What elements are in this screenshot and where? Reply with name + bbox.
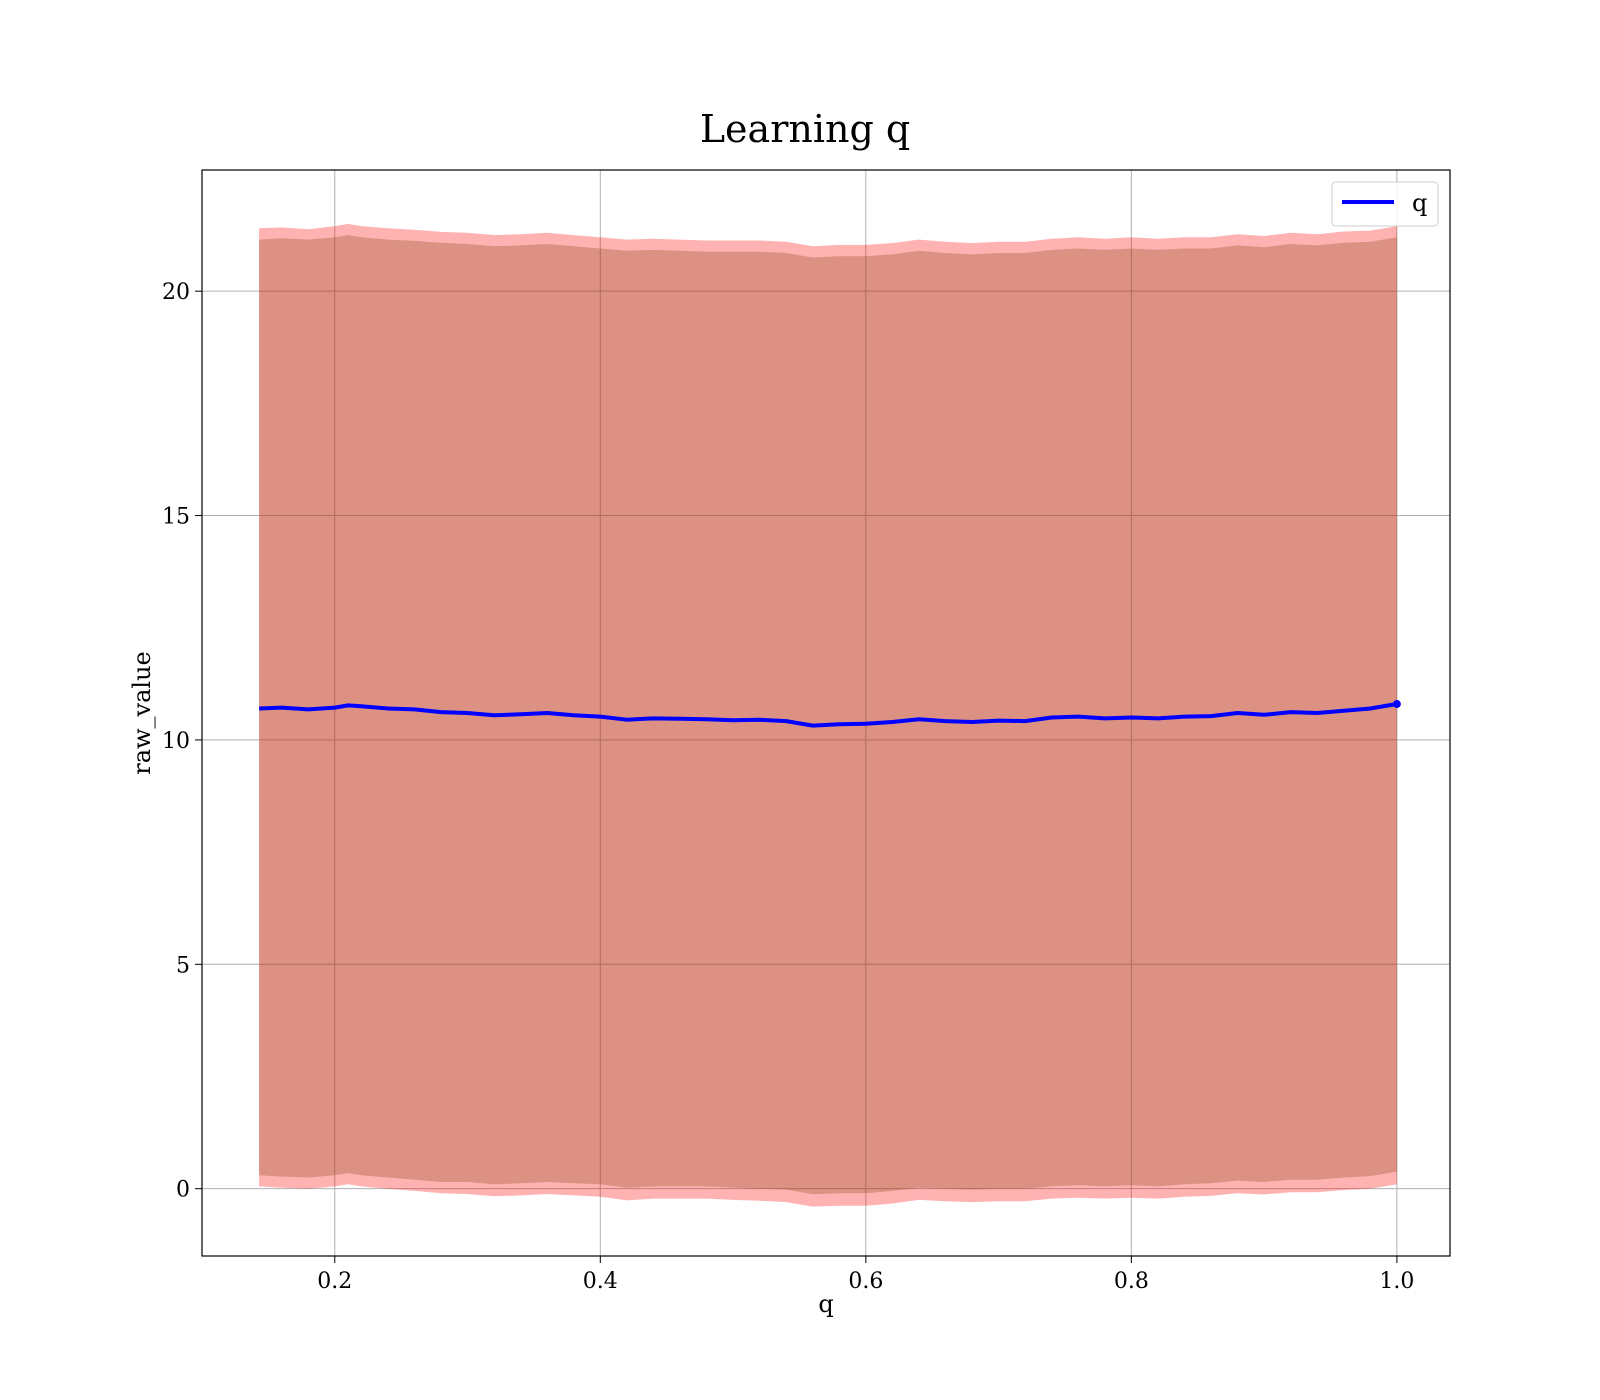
y-axis-label: raw_value (128, 651, 156, 775)
x-tick-label: 0.2 (317, 1269, 352, 1294)
x-tick-label: 0.6 (848, 1269, 883, 1294)
y-tick-label: 15 (162, 505, 190, 530)
y-tick-label: 0 (176, 1178, 190, 1203)
series-lines (259, 700, 1401, 728)
legend: q (1331, 181, 1439, 227)
x-tick-label: 1.0 (1379, 1269, 1414, 1294)
x-axis-ticks: 0.2 0.4 0.6 0.8 1.0 (317, 1256, 1414, 1294)
band-1-sigma (259, 235, 1397, 1195)
legend-label: q (1412, 189, 1427, 217)
series-end-point (1392, 700, 1401, 709)
y-tick-label: 5 (176, 953, 190, 978)
plot-frame (201, 169, 1451, 1257)
y-tick-label: 10 (162, 729, 190, 754)
grid (202, 170, 1450, 1256)
y-tick-label: 20 (162, 280, 190, 305)
confidence-bands (259, 223, 1397, 1207)
band-2-sigma (259, 223, 1397, 1207)
x-tick-label: 0.4 (583, 1269, 618, 1294)
x-axis-label: q (818, 1290, 833, 1318)
x-tick-label: 0.8 (1114, 1269, 1149, 1294)
y-axis-ticks: 0 5 10 15 20 (162, 280, 202, 1203)
chart-title: Learning q (700, 107, 910, 151)
series-line-q (259, 702, 1398, 728)
